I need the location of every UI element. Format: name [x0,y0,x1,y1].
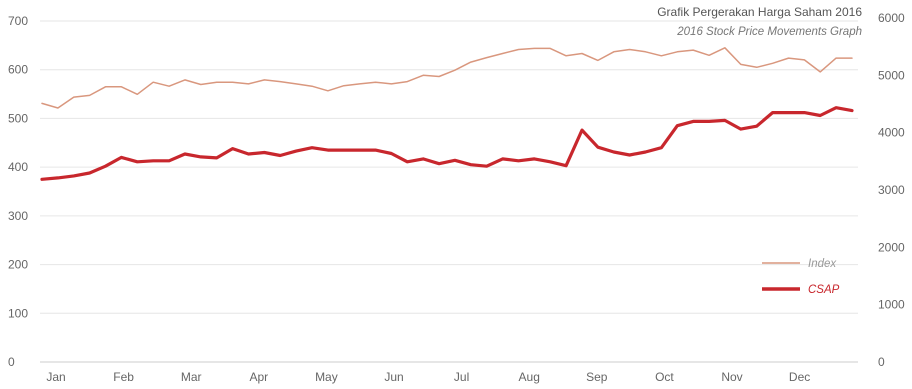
left-tick-0: 0 [8,355,15,369]
series-line-index [41,47,853,109]
right-tick-1000: 1000 [878,298,905,312]
legend: Index CSAP [762,258,840,296]
x-tick-aug: Aug [519,370,540,384]
x-tick-jul: Jul [454,370,469,384]
x-tick-may: May [315,370,338,384]
x-tick-dec: Dec [789,370,810,384]
legend-csap-label: CSAP [808,284,840,296]
legend-index-label: Index [808,258,837,270]
grid-lines [40,20,858,314]
x-tick-mar: Mar [181,370,202,384]
right-tick-4000: 4000 [878,126,905,140]
right-tick-6000: 6000 [878,11,905,25]
left-axis-ticks: 0 100 200 300 400 500 600 700 [8,14,28,369]
chart-title: Grafik Pergerakan Harga Saham 2016 [657,5,862,19]
chart-subtitle: 2016 Stock Price Movements Graph [676,26,862,38]
right-tick-3000: 3000 [878,183,905,197]
series-line-csap [40,106,854,181]
left-tick-200: 200 [8,258,28,272]
left-tick-600: 600 [8,63,28,77]
x-tick-sep: Sep [586,370,608,384]
series-layer [40,47,854,181]
right-tick-2000: 2000 [878,240,905,254]
left-tick-500: 500 [8,111,28,125]
x-axis-ticks: Jan Feb Mar Apr May Jun Jul Aug Sep Oct Nov Dec [46,370,810,384]
x-tick-feb: Feb [113,370,134,384]
left-tick-700: 700 [8,14,28,28]
right-tick-0: 0 [878,355,885,369]
left-tick-300: 300 [8,209,28,223]
left-tick-400: 400 [8,160,28,174]
left-tick-100: 100 [8,306,28,320]
x-tick-jun: Jun [384,370,403,384]
x-tick-jan: Jan [46,370,65,384]
x-tick-nov: Nov [721,370,742,384]
x-tick-oct: Oct [655,370,674,384]
x-tick-apr: Apr [249,370,268,384]
right-tick-5000: 5000 [878,68,905,82]
right-axis-ticks: 0 1000 2000 3000 4000 5000 6000 [878,11,905,369]
